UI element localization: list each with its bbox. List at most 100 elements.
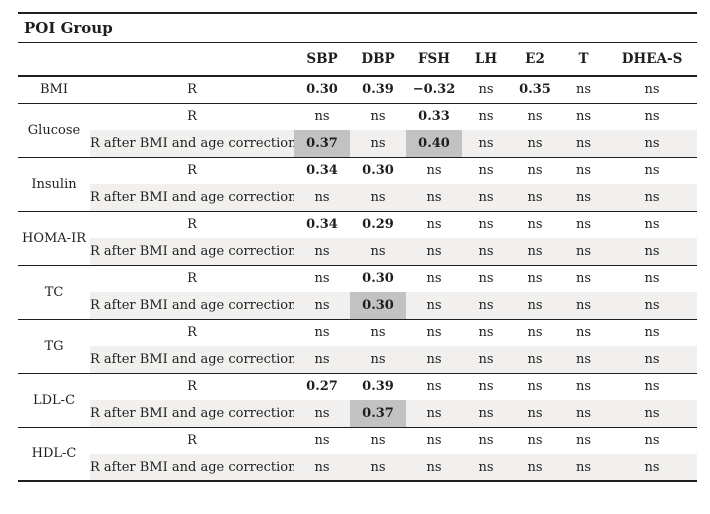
- table-row: R after BMI and age correction ns ns ns ns ns…: [18, 184, 698, 211]
- value-cell: ns: [478, 271, 494, 287]
- value-cell: ns: [426, 433, 442, 449]
- value-cell: ns: [350, 346, 406, 373]
- value-cell: ns: [294, 400, 350, 427]
- value-cell: ns: [644, 325, 660, 341]
- param-label: HOMA-IR: [21, 230, 86, 246]
- value-cell: ns: [478, 217, 494, 233]
- table-row: R after BMI and age correction ns ns ns ns ns…: [18, 238, 698, 265]
- value-cell: 0.29: [362, 217, 394, 233]
- value-cell: ns: [527, 379, 543, 395]
- value-cell: ns: [527, 433, 543, 449]
- measure-label: R: [187, 325, 197, 341]
- value-cell: ns: [575, 163, 592, 179]
- value-cell: ns: [527, 271, 543, 287]
- measure-label: R: [187, 433, 197, 449]
- value-cell: ns: [462, 292, 510, 319]
- value-cell: 0.39: [362, 379, 394, 395]
- value-cell: ns: [644, 433, 660, 449]
- value-cell: ns: [478, 82, 494, 98]
- value-cell: ns: [350, 184, 406, 211]
- value-cell: 0.27: [306, 379, 338, 395]
- value-cell: ns: [527, 163, 543, 179]
- column-header-t: T: [560, 42, 607, 77]
- value-cell: ns: [426, 163, 442, 179]
- correlation-table: POI Group SBP DBP FSH LH E2 T DHEA-S BMI R 0.30 0…: [18, 12, 698, 482]
- value-cell: ns: [462, 346, 510, 373]
- value-cell: ns: [607, 346, 698, 373]
- value-cell: ns: [644, 82, 660, 98]
- column-header-dbp: DBP: [350, 42, 406, 77]
- value-cell: ns: [607, 292, 698, 319]
- value-cell-highlighted: 0.37: [350, 400, 406, 427]
- value-cell: ns: [510, 454, 560, 481]
- column-header-fsh: FSH: [406, 42, 462, 77]
- param-label: TG: [44, 338, 64, 354]
- value-cell: ns: [350, 130, 406, 157]
- table-row: R after BMI and age correction 0.37 ns 0.40…: [18, 130, 698, 157]
- table-row: R after BMI and age correction ns ns ns ns ns…: [18, 346, 698, 373]
- measure-label: R after BMI and age correction: [90, 400, 294, 427]
- value-cell: ns: [406, 238, 462, 265]
- value-cell: ns: [607, 184, 698, 211]
- measure-label: R: [187, 217, 197, 233]
- value-cell: ns: [406, 454, 462, 481]
- value-cell: ns: [510, 346, 560, 373]
- value-cell: ns: [478, 325, 494, 341]
- value-cell: ns: [607, 400, 698, 427]
- column-header-e2: E2: [510, 42, 560, 77]
- value-cell: ns: [370, 325, 386, 341]
- value-cell: ns: [406, 346, 462, 373]
- table-row: LDL-C R 0.27 0.39 ns ns ns ns ns: [18, 373, 697, 407]
- value-cell: ns: [575, 217, 592, 233]
- value-cell: ns: [314, 109, 330, 125]
- value-cell: 0.30: [362, 271, 394, 287]
- value-cell: ns: [294, 184, 350, 211]
- value-cell: ns: [314, 325, 330, 341]
- value-cell: ns: [644, 163, 660, 179]
- param-label: TC: [44, 284, 64, 300]
- value-cell: ns: [510, 292, 560, 319]
- value-cell: ns: [426, 271, 442, 287]
- measure-label: R after BMI and age correction: [90, 346, 294, 373]
- value-cell: ns: [575, 82, 592, 98]
- table-row: BMI R 0.30 0.39 −0.32 ns 0.35 ns ns: [18, 76, 697, 103]
- group-bmi: BMI R 0.30 0.39 −0.32 ns 0.35 ns ns: [18, 76, 698, 103]
- column-header-dhea-s: DHEA-S: [607, 42, 698, 77]
- measure-label: R after BMI and age correction: [90, 238, 294, 265]
- value-cell: ns: [314, 271, 330, 287]
- value-cell: ns: [575, 433, 592, 449]
- value-cell: ns: [406, 400, 462, 427]
- value-cell: ns: [370, 109, 386, 125]
- value-cell: ns: [462, 400, 510, 427]
- value-cell: ns: [560, 130, 607, 157]
- param-label: LDL-C: [32, 392, 76, 408]
- column-header-row: SBP DBP FSH LH E2 T DHEA-S: [18, 42, 698, 77]
- value-cell: ns: [294, 292, 350, 319]
- value-cell: ns: [560, 292, 607, 319]
- value-cell: ns: [644, 271, 660, 287]
- value-cell: ns: [510, 238, 560, 265]
- value-cell-highlighted: 0.37: [294, 130, 350, 157]
- measure-label: R after BMI and age correction: [90, 292, 294, 319]
- value-cell: ns: [426, 217, 442, 233]
- group-homa-ir: HOMA-IR R 0.34 0.29 ns ns ns ns ns R after BMI an…: [18, 211, 698, 265]
- value-cell: ns: [462, 238, 510, 265]
- table-row: R after BMI and age correction ns ns ns ns ns…: [18, 454, 698, 481]
- value-cell: ns: [560, 184, 607, 211]
- value-cell: 0.30: [362, 163, 394, 179]
- value-cell: 0.35: [519, 82, 551, 98]
- value-cell: ns: [644, 109, 660, 125]
- value-cell: 0.34: [306, 217, 338, 233]
- value-cell: ns: [575, 379, 592, 395]
- group-ldl-c: LDL-C R 0.27 0.39 ns ns ns ns ns R after BMI and …: [18, 373, 698, 427]
- value-cell: ns: [560, 346, 607, 373]
- value-cell: ns: [527, 109, 543, 125]
